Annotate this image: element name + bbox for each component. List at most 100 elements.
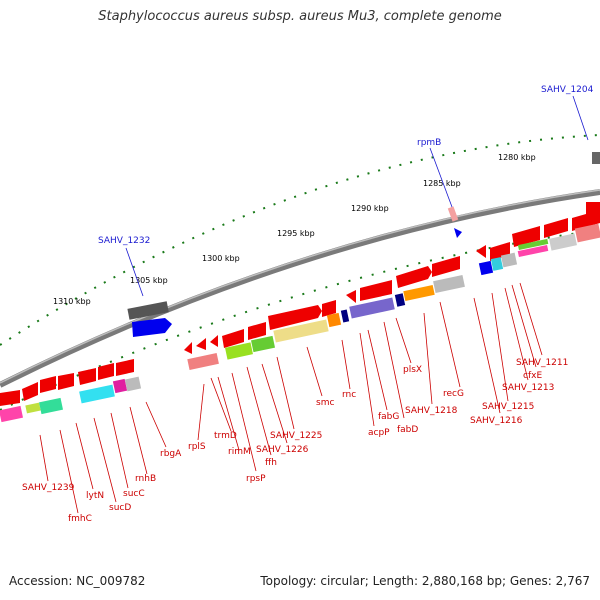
- gene-reverse-segment: [394, 293, 406, 307]
- gene-reverse-segment: [403, 284, 435, 302]
- gene-label-reverse: sucC: [123, 489, 145, 499]
- gene-label-reverse: SAHV_1215: [482, 402, 534, 412]
- gene-reverse-segment: [250, 335, 276, 353]
- gene-forward-segment: [592, 152, 600, 164]
- gene-reverse-segment: [433, 275, 465, 293]
- tick-label: 1285 kbp: [423, 179, 461, 188]
- gene-reverse-arrow: [544, 218, 568, 238]
- forward-labels: SAHV_1204 rpmB SAHV_1232: [98, 85, 594, 246]
- tick-label: 1295 kbp: [277, 229, 315, 238]
- gene-reverse-segment: [349, 297, 395, 319]
- gene-label-reverse: cfxE: [523, 371, 542, 381]
- tick-label: 1310 kbp: [53, 297, 91, 306]
- gene-label-reverse: SAHV_1213: [502, 383, 554, 393]
- gene-reverse-segment: [25, 402, 41, 414]
- gene-label-reverse: trmD: [214, 431, 237, 441]
- gene-label-reverse: plsX: [403, 365, 422, 375]
- gene-reverse-arrow: [268, 305, 322, 330]
- gene-reverse-arrow: [0, 390, 20, 406]
- gene-reverse-arrow: [58, 373, 74, 390]
- gene-reverse-segment: [549, 233, 577, 251]
- gene-reverse-arrow: [432, 256, 460, 277]
- gene-label-reverse: SAHV_1225: [270, 431, 322, 441]
- gene-label-reverse: fabG: [378, 412, 399, 422]
- gene-reverse-segment: [79, 384, 115, 404]
- tick-labels: 1280 kbp 1285 kbp 1290 kbp 1295 kbp 1300…: [53, 153, 536, 306]
- tick-label: 1300 kbp: [202, 254, 240, 263]
- gene-reverse-segment: [38, 397, 64, 415]
- gene-reverse-segment: [478, 260, 494, 276]
- reverse-genes: [0, 210, 600, 423]
- gene-reverse-arrow: [512, 226, 540, 247]
- gene-forward-arrow: [132, 318, 172, 337]
- gene-label-reverse: sucD: [109, 503, 131, 513]
- gene-label-reverse: rimM: [228, 447, 251, 457]
- genome-stats-text: Topology: circular; Length: 2,880,168 bp…: [260, 574, 590, 588]
- gene-label-forward: SAHV_1204: [541, 85, 594, 95]
- gene-label-reverse: SAHV_1216: [470, 416, 523, 426]
- gene-reverse-arrow: [78, 368, 96, 385]
- gene-reverse-segment: [340, 309, 350, 323]
- gene-label-reverse: recG: [443, 389, 464, 399]
- gene-label-reverse: smc: [316, 398, 334, 408]
- gene-reverse-arrow: [322, 300, 336, 317]
- gene-reverse-segment: [517, 244, 549, 258]
- gene-reverse-arrow: [222, 329, 244, 348]
- gene-reverse-arrow: [572, 210, 600, 231]
- gene-reverse-arrow: [22, 382, 38, 401]
- gene-label-reverse: ffh: [265, 458, 277, 468]
- gene-label-reverse: rbgA: [160, 449, 182, 459]
- gene-reverse-arrow: [98, 363, 114, 380]
- gene-label-reverse: fabD: [397, 425, 418, 435]
- gene-label-reverse: rnhB: [135, 474, 156, 484]
- gene-label-reverse: rpsP: [246, 474, 266, 484]
- reverse-label-leaders: [39, 282, 543, 514]
- accession-text: Accession: NC_009782: [9, 574, 146, 588]
- gene-reverse-segment: [574, 223, 600, 243]
- gene-label-reverse: lytN: [86, 491, 104, 501]
- reverse-labels: SAHV_1211 cfxE SAHV_1213 SAHV_1215 SAHV_…: [22, 358, 568, 524]
- gene-reverse-arrow: [346, 290, 356, 303]
- gene-label-reverse: fmhC: [68, 514, 92, 524]
- gene-reverse-segment: [500, 252, 518, 268]
- gene-label-forward: rpmB: [417, 138, 441, 148]
- gene-reverse-segment: [124, 376, 142, 392]
- gene-reverse-segment: [517, 238, 549, 251]
- gene-label-reverse: rnc: [342, 390, 356, 400]
- gene-reverse-arrow: [40, 376, 56, 393]
- gene-label-reverse: SAHV_1211: [516, 358, 568, 368]
- gene-reverse-arrow: [360, 280, 392, 301]
- gene-reverse-arrow: [396, 266, 432, 288]
- gene-forward-arrow: [454, 228, 462, 238]
- gene-reverse-segment: [326, 312, 342, 328]
- genome-backbone-highlight: [0, 189, 600, 384]
- gene-label-reverse: acpP: [368, 428, 390, 438]
- gene-label-reverse: SAHV_1239: [22, 483, 75, 493]
- gene-forward-segment: [127, 301, 169, 320]
- forward-label-group: [125, 95, 589, 297]
- gene-reverse-segment: [0, 405, 24, 423]
- gene-forward-segment: [447, 206, 459, 222]
- tick-label: 1305 kbp: [130, 276, 168, 285]
- tick-label: 1280 kbp: [498, 153, 536, 162]
- map-title: Staphylococcus aureus subsp. aureus Mu3,…: [98, 9, 502, 24]
- gene-label-reverse: rplS: [188, 442, 206, 452]
- gene-label-reverse: SAHV_1218: [405, 406, 458, 416]
- gene-reverse-segment: [273, 319, 329, 343]
- gene-reverse-segment: [225, 342, 253, 360]
- gene-label-reverse: SAHV_1226: [256, 445, 309, 455]
- gene-reverse-arrow: [210, 335, 218, 347]
- gene-reverse-arrow: [248, 322, 266, 340]
- gene-label-forward: SAHV_1232: [98, 236, 150, 246]
- gene-reverse-segment: [112, 378, 128, 394]
- genome-backbone: [0, 189, 600, 388]
- tick-label: 1290 kbp: [351, 204, 389, 213]
- gene-reverse-arrow: [196, 338, 206, 350]
- gene-reverse-arrow: [476, 245, 486, 258]
- gene-reverse-segment: [187, 352, 219, 370]
- gene-reverse-arrow: [116, 359, 134, 376]
- gene-reverse-arrow: [184, 342, 192, 354]
- gene-reverse-segment: [490, 257, 504, 271]
